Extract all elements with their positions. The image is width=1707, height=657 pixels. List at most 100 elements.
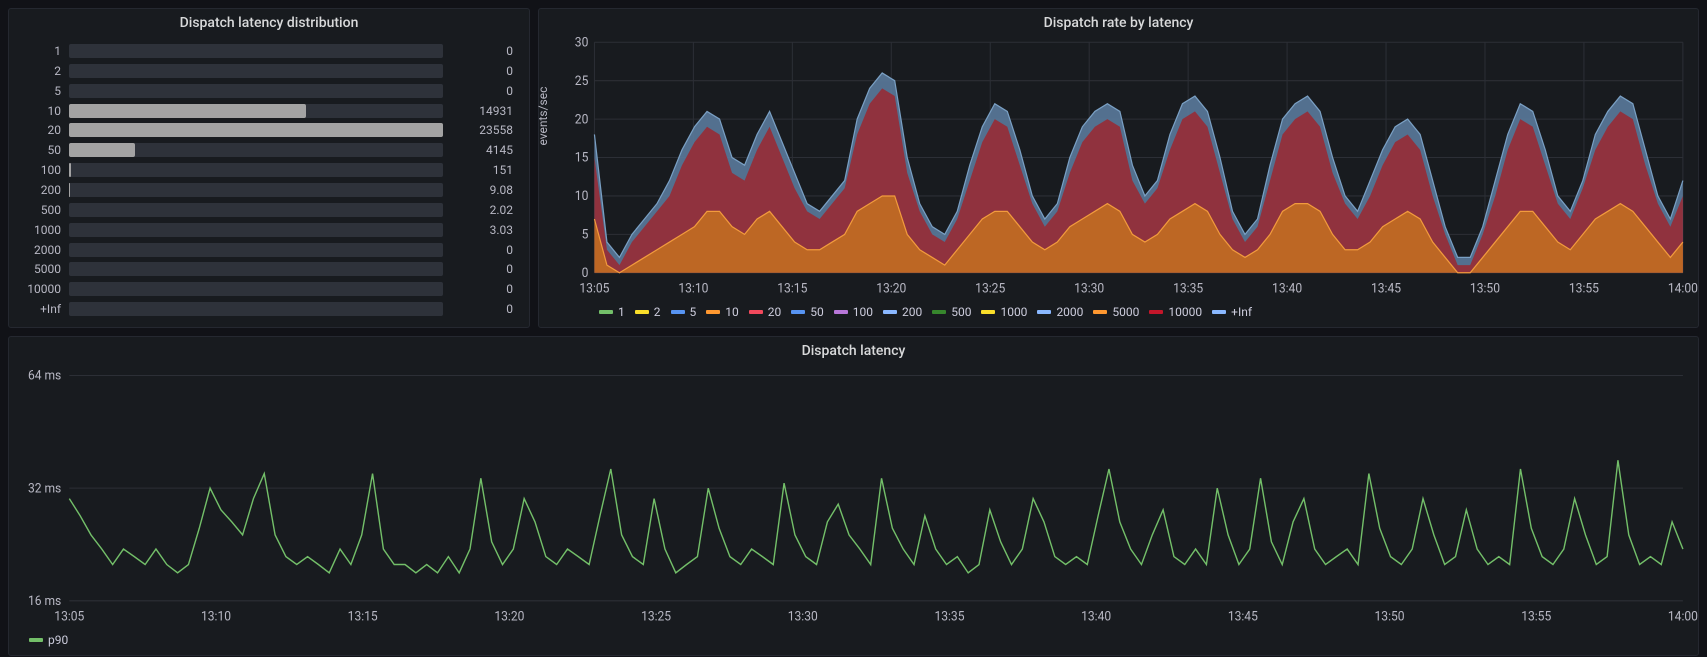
- stacked-svg: 05101520253013:0513:1013:1513:2013:2513:…: [539, 37, 1698, 299]
- histogram-row[interactable]: 2000 0: [25, 240, 513, 260]
- histogram-row[interactable]: 1014931: [25, 101, 513, 121]
- histogram-row-label: 2: [25, 64, 69, 78]
- histogram-row-value: 0: [443, 302, 513, 316]
- legend-swatch: [932, 310, 946, 314]
- histogram-row[interactable]: 20: [25, 61, 513, 81]
- histogram-bar-track: [69, 223, 443, 237]
- p90-chart-area[interactable]: 16 ms32 ms64 ms13:0513:1013:1513:2013:25…: [9, 365, 1698, 627]
- legend-item[interactable]: 10000: [1149, 305, 1202, 319]
- legend-item[interactable]: 10: [706, 305, 739, 319]
- stacked-chart-area[interactable]: events/sec 05101520253013:0513:1013:1513…: [539, 37, 1698, 299]
- histogram-bar-track: [69, 203, 443, 217]
- histogram-row[interactable]: 2023558: [25, 120, 513, 140]
- legend-item[interactable]: 2: [635, 305, 661, 319]
- svg-text:13:40: 13:40: [1081, 611, 1111, 625]
- legend-swatch: [834, 310, 848, 314]
- histogram-row-value: 23558: [443, 123, 513, 137]
- legend-item[interactable]: 50: [791, 305, 824, 319]
- legend-item[interactable]: 100: [834, 305, 873, 319]
- histogram-row-label: 5000: [25, 262, 69, 276]
- svg-text:15: 15: [575, 152, 589, 166]
- histogram-row[interactable]: 5002.02: [25, 200, 513, 220]
- legend-item[interactable]: 20: [749, 305, 782, 319]
- p90-panel: Dispatch latency 16 ms32 ms64 ms13:0513:…: [8, 336, 1699, 656]
- histogram-row[interactable]: 50: [25, 81, 513, 101]
- histogram-row-value: 0: [443, 243, 513, 257]
- svg-text:13:55: 13:55: [1521, 611, 1551, 625]
- histogram-row-value: 9.08: [443, 183, 513, 197]
- stacked-legend[interactable]: 1 25 10 20 50 100 200 500 1000 2000 5000 10000 +Inf: [539, 299, 1698, 327]
- histogram-bar: [69, 143, 135, 157]
- legend-item[interactable]: 200: [883, 305, 922, 319]
- histogram-bar: [69, 163, 71, 177]
- histogram-row[interactable]: 10: [25, 41, 513, 61]
- svg-text:0: 0: [582, 267, 589, 281]
- histogram-bar-track: [69, 262, 443, 276]
- svg-text:14:00: 14:00: [1668, 611, 1698, 625]
- histogram-row[interactable]: 200 9.08: [25, 180, 513, 200]
- legend-item[interactable]: 1000: [981, 305, 1027, 319]
- histogram-row-value: 0: [443, 262, 513, 276]
- histogram-bar-track: [69, 143, 443, 157]
- histogram-row[interactable]: 10000 0: [25, 279, 513, 299]
- p90-legend-swatch: [29, 638, 43, 642]
- histogram-title: Dispatch latency distribution: [9, 9, 529, 37]
- histogram-bar-track: [69, 123, 443, 137]
- legend-label: 1000: [1000, 305, 1027, 319]
- svg-text:10: 10: [575, 190, 589, 204]
- histogram-row-label: 2000: [25, 243, 69, 257]
- histogram-row[interactable]: 5000 0: [25, 259, 513, 279]
- histogram-row[interactable]: +Inf0: [25, 299, 513, 319]
- legend-label: 2000: [1056, 305, 1083, 319]
- histogram-row-value: 4145: [443, 143, 513, 157]
- p90-legend-label: p90: [48, 633, 68, 647]
- histogram-row-value: 2.02: [443, 203, 513, 217]
- svg-text:13:45: 13:45: [1228, 611, 1258, 625]
- histogram-row-value: 3.03: [443, 223, 513, 237]
- svg-text:13:50: 13:50: [1470, 283, 1500, 297]
- svg-text:13:10: 13:10: [678, 283, 708, 297]
- legend-item[interactable]: 5: [671, 305, 697, 319]
- histogram-row-value: 0: [443, 64, 513, 78]
- svg-text:5: 5: [582, 228, 589, 242]
- svg-text:13:15: 13:15: [777, 283, 807, 297]
- svg-text:13:45: 13:45: [1371, 283, 1401, 297]
- histogram-row-label: 1000: [25, 223, 69, 237]
- legend-label: 5000: [1112, 305, 1139, 319]
- histogram-bar-track: [69, 243, 443, 257]
- histogram-row-value: 0: [443, 282, 513, 296]
- histogram-row-label: 10000: [25, 282, 69, 296]
- svg-text:13:55: 13:55: [1569, 283, 1599, 297]
- legend-swatch: [883, 310, 897, 314]
- legend-swatch: [635, 310, 649, 314]
- legend-label: 100: [853, 305, 873, 319]
- svg-text:30: 30: [575, 37, 589, 51]
- p90-svg: 16 ms32 ms64 ms13:0513:1013:1513:2013:25…: [9, 365, 1698, 627]
- histogram-row[interactable]: 504145: [25, 140, 513, 160]
- histogram-row[interactable]: 1000 3.03: [25, 220, 513, 240]
- svg-text:32 ms: 32 ms: [28, 482, 61, 496]
- histogram-row-value: 151: [443, 163, 513, 177]
- histogram-row[interactable]: 100 151: [25, 160, 513, 180]
- svg-text:13:05: 13:05: [54, 611, 84, 625]
- svg-text:13:35: 13:35: [934, 611, 964, 625]
- legend-item[interactable]: 500: [932, 305, 971, 319]
- legend-item[interactable]: 1: [599, 305, 625, 319]
- legend-swatch: [706, 310, 720, 314]
- svg-text:64 ms: 64 ms: [28, 369, 61, 383]
- histogram-bar: [69, 123, 443, 137]
- stacked-title: Dispatch rate by latency: [539, 9, 1698, 37]
- svg-text:13:40: 13:40: [1272, 283, 1302, 297]
- histogram-row-label: 100: [25, 163, 69, 177]
- legend-item[interactable]: 2000: [1037, 305, 1083, 319]
- p90-legend[interactable]: p90: [9, 627, 1698, 655]
- legend-item[interactable]: +Inf: [1212, 305, 1252, 319]
- svg-text:25: 25: [575, 75, 589, 89]
- legend-label: 2: [654, 305, 661, 319]
- histogram-row-label: 200: [25, 183, 69, 197]
- svg-text:13:30: 13:30: [788, 611, 818, 625]
- histogram-bar-track: [69, 282, 443, 296]
- p90-legend-item[interactable]: p90: [29, 633, 68, 647]
- histogram-row-label: 10: [25, 104, 69, 118]
- legend-item[interactable]: 5000: [1093, 305, 1139, 319]
